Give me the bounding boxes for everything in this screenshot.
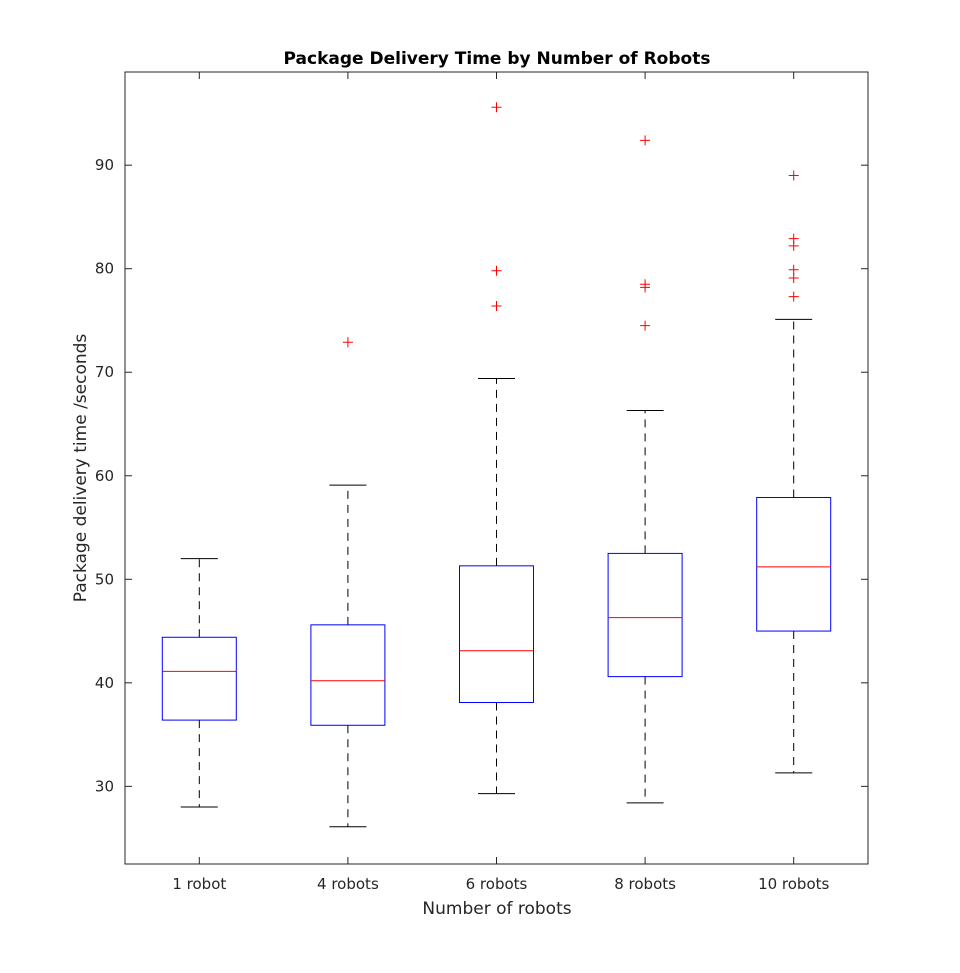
chart-title: Package Delivery Time by Number of Robot…: [284, 49, 711, 69]
y-axis-label: Package delivery time /seconds: [71, 334, 91, 603]
outlier-marker: [491, 300, 502, 311]
x-axis-label: Number of robots: [422, 899, 571, 919]
outlier-marker: [788, 170, 799, 181]
y-tick-label: 30: [95, 777, 114, 795]
y-tick-label: 40: [95, 674, 114, 692]
iqr-box: [161, 636, 237, 721]
x-tick-label: 8 robots: [614, 875, 676, 893]
x-tick-label: 4 robots: [317, 875, 379, 893]
y-tick-label: 70: [95, 363, 114, 381]
axes-frame: [124, 71, 869, 865]
y-tick-label: 60: [95, 467, 114, 485]
x-tick-label: 6 robots: [466, 875, 528, 893]
iqr-box: [756, 497, 832, 632]
outlier-marker: [491, 102, 502, 113]
outlier-marker: [640, 320, 651, 331]
iqr-box: [459, 565, 534, 703]
iqr-box: [310, 624, 386, 726]
outlier-marker: [788, 291, 799, 302]
iqr-box: [607, 552, 683, 678]
plot-area: 30 40 50 60 70 80 90 1 robot 4 robots 6 robots 8 r…: [95, 72, 868, 893]
y-tick-label: 80: [95, 260, 114, 278]
outlier-marker: [788, 233, 799, 244]
outlier-marker: [342, 337, 353, 348]
outlier-marker: [640, 279, 651, 290]
outlier-marker: [491, 265, 502, 276]
outlier-marker: [640, 135, 651, 146]
outlier-marker: [788, 264, 799, 275]
y-tick-label: 90: [95, 156, 114, 174]
x-tick-label: 10 robots: [758, 875, 829, 893]
y-tick-label: 50: [95, 570, 114, 588]
x-tick-label: 1 robot: [172, 875, 226, 893]
